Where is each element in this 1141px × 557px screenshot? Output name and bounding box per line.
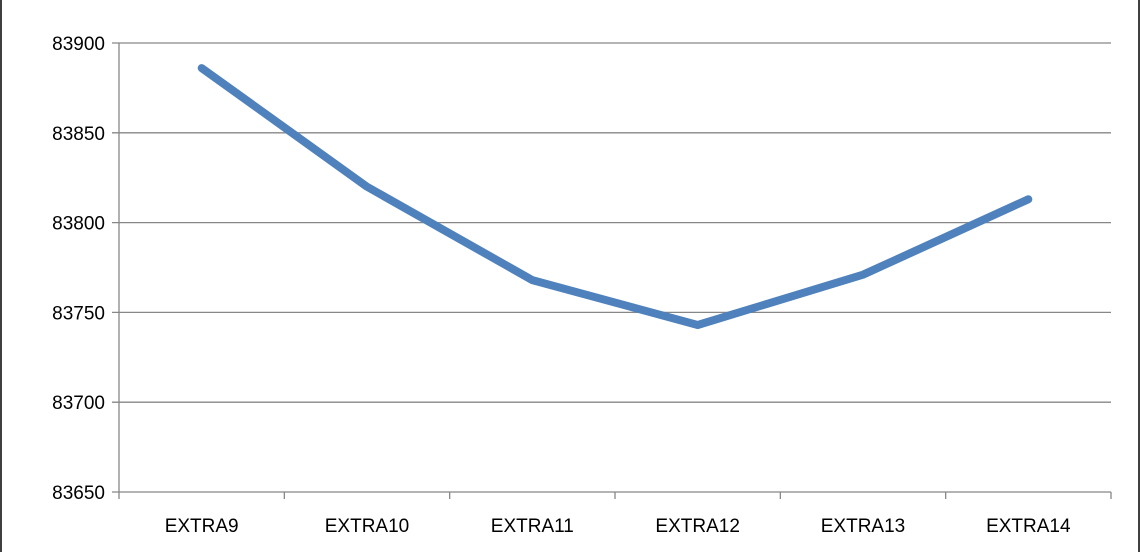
x-tick-label: EXTRA13 xyxy=(821,516,905,537)
x-tick-label: EXTRA9 xyxy=(165,516,239,537)
y-axis-tick-labels: 83900 83850 83800 83750 83700 83650 xyxy=(52,34,105,504)
data-series xyxy=(202,68,1029,325)
x-tick-label: EXTRA11 xyxy=(491,516,574,537)
y-tick-label: 83750 xyxy=(52,303,105,324)
x-tick-label: EXTRA12 xyxy=(655,516,739,537)
y-tick-label: 83900 xyxy=(52,34,105,55)
y-tick-label: 83650 xyxy=(52,483,105,504)
y-tick-label: 83850 xyxy=(52,124,105,145)
series-line xyxy=(202,68,1029,325)
x-tick-label: EXTRA10 xyxy=(325,516,409,537)
y-tick-label: 83800 xyxy=(52,214,105,235)
x-axis-tick-labels: EXTRA9 EXTRA10 EXTRA11 EXTRA12 EXTRA13 EXTRA1… xyxy=(165,516,1071,537)
gridlines xyxy=(112,43,1111,402)
x-tick-label: EXTRA14 xyxy=(986,516,1071,537)
y-tick-label: 83700 xyxy=(52,393,105,414)
